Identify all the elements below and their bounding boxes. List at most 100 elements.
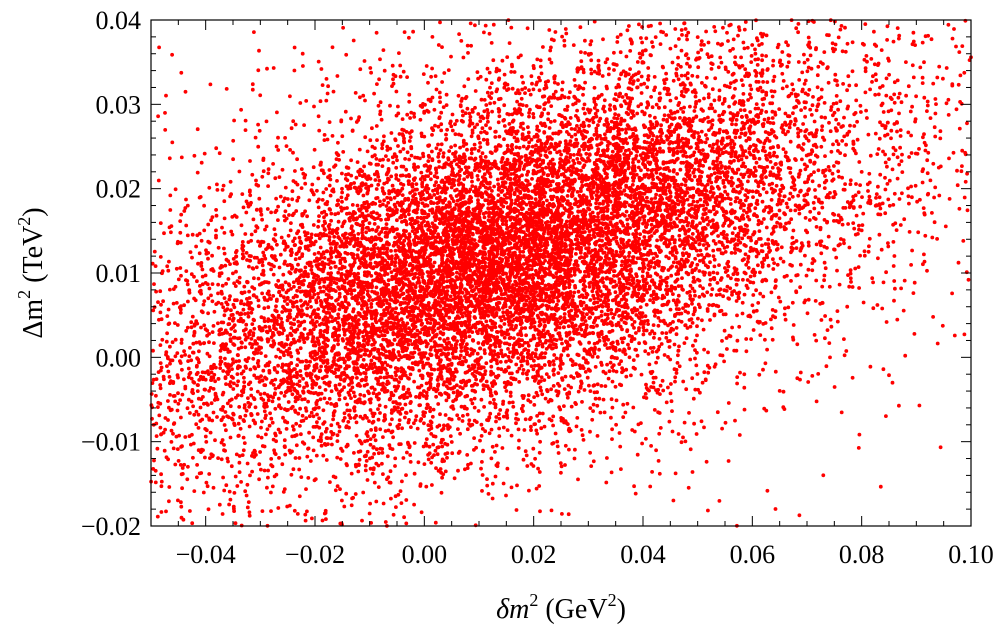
data-point <box>256 276 261 281</box>
data-point <box>446 68 451 72</box>
data-point <box>902 278 907 283</box>
data-point <box>179 273 183 278</box>
data-point <box>269 416 274 421</box>
data-point <box>749 87 754 92</box>
data-point <box>225 401 230 406</box>
data-point <box>325 401 330 405</box>
data-point <box>772 261 776 265</box>
data-point <box>191 350 195 355</box>
data-point <box>684 387 689 392</box>
data-point <box>730 122 734 127</box>
data-point <box>365 478 370 482</box>
data-point <box>799 108 803 112</box>
data-point <box>469 175 474 180</box>
data-point <box>715 184 720 189</box>
data-point <box>313 477 318 481</box>
data-point <box>617 314 622 318</box>
data-point <box>631 160 635 165</box>
data-point <box>432 367 437 372</box>
data-point <box>505 328 510 333</box>
data-point <box>682 246 686 251</box>
data-point <box>328 193 333 198</box>
data-point <box>790 194 795 199</box>
data-point <box>838 151 843 156</box>
data-point <box>442 423 446 428</box>
data-point <box>304 416 309 420</box>
data-point <box>489 364 494 369</box>
data-point <box>866 189 870 193</box>
data-point <box>474 292 478 297</box>
data-point <box>270 484 275 489</box>
data-point <box>478 438 482 443</box>
data-point <box>827 341 832 345</box>
data-point <box>225 456 230 461</box>
data-point <box>377 178 382 183</box>
data-point <box>167 485 172 489</box>
data-point <box>708 260 712 265</box>
data-point <box>221 475 226 480</box>
data-point <box>693 94 698 99</box>
data-point <box>699 48 704 52</box>
data-point <box>753 57 758 62</box>
data-point <box>605 322 610 326</box>
data-point <box>256 68 261 73</box>
data-point <box>179 212 184 217</box>
data-point <box>683 183 688 188</box>
data-point <box>735 338 740 343</box>
data-point <box>914 94 918 99</box>
data-point <box>439 110 444 115</box>
data-point <box>661 388 666 393</box>
data-point <box>422 462 427 466</box>
data-point <box>436 124 441 129</box>
data-point <box>633 491 638 496</box>
data-point <box>533 456 537 461</box>
data-point <box>557 384 562 388</box>
data-point <box>883 211 888 216</box>
data-point <box>806 243 811 248</box>
data-point <box>473 105 477 110</box>
data-point <box>756 263 760 268</box>
data-point <box>522 428 527 432</box>
data-point <box>590 417 595 422</box>
data-point <box>312 275 316 280</box>
data-point <box>677 37 681 41</box>
data-point <box>414 395 418 399</box>
data-point <box>889 128 894 133</box>
data-point <box>295 288 299 293</box>
data-point <box>546 117 550 122</box>
data-point <box>444 137 448 142</box>
data-point <box>389 249 393 253</box>
data-point <box>817 211 821 216</box>
data-point <box>335 455 340 460</box>
data-point <box>429 201 433 206</box>
data-point <box>355 160 360 165</box>
data-point <box>843 49 848 54</box>
data-point <box>696 253 701 258</box>
data-point <box>161 299 166 304</box>
data-point <box>194 364 199 369</box>
data-point <box>197 251 202 256</box>
data-point <box>677 364 682 369</box>
data-point <box>221 369 226 373</box>
data-point <box>234 269 238 274</box>
data-point <box>726 274 730 278</box>
data-point <box>897 91 902 96</box>
data-point <box>456 427 460 431</box>
data-point <box>520 338 524 342</box>
data-point <box>678 167 683 172</box>
data-point <box>538 509 542 514</box>
data-point <box>413 418 418 422</box>
data-point <box>895 176 900 181</box>
data-point <box>620 95 625 99</box>
data-point <box>428 409 432 414</box>
data-point <box>353 492 358 496</box>
data-point <box>560 34 564 39</box>
data-point <box>714 293 719 297</box>
data-point <box>221 183 226 188</box>
data-point <box>704 459 709 464</box>
data-point <box>230 357 235 362</box>
data-point <box>205 484 210 489</box>
data-point <box>450 451 455 456</box>
data-point <box>838 27 843 32</box>
data-point <box>574 424 579 429</box>
